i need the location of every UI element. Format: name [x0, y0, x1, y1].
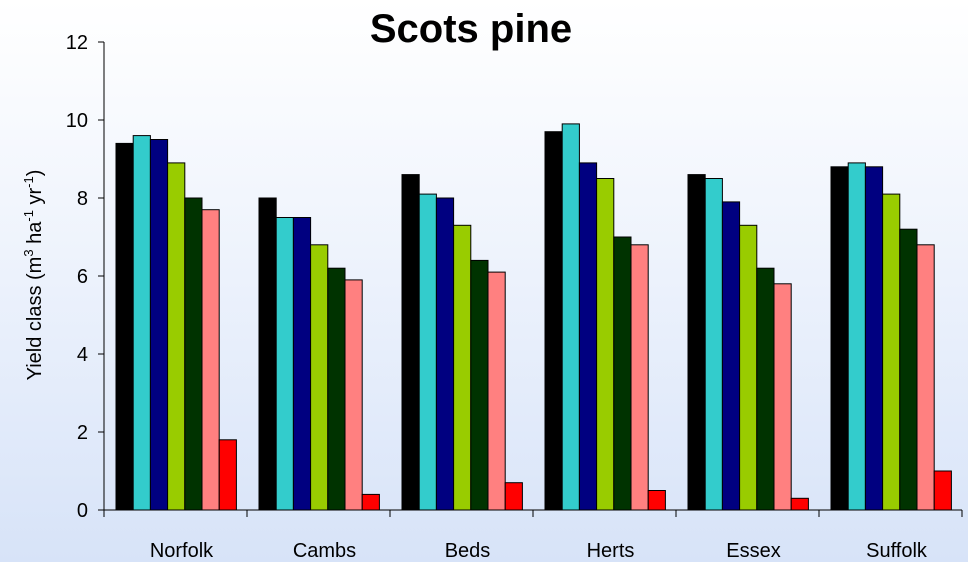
- bar-cambs-4: [310, 244, 329, 511]
- bar-beds-6: [487, 271, 506, 511]
- bar-norfolk-4: [167, 162, 186, 511]
- bar-beds-3: [435, 197, 455, 511]
- y-axis-label-sup: -1: [21, 176, 36, 188]
- y-axis-label-text: ha: [24, 221, 46, 250]
- x-tick-label-herts: Herts: [587, 540, 635, 562]
- axes-group: 0 2 4 6 8 10 12 Norfolk Cambs Beds Herts Essex Suffo…: [66, 32, 963, 562]
- bar-beds-4: [453, 224, 472, 511]
- bar-essex-1: [687, 174, 706, 511]
- bar-essex-7: [790, 497, 809, 511]
- bar-beds-1: [401, 174, 420, 511]
- bar-norfolk-3: [149, 139, 169, 511]
- bar-herts-7: [647, 490, 666, 511]
- y-tick-label: 10: [66, 110, 88, 132]
- bar-suffolk-7: [933, 470, 952, 511]
- bar-beds-7: [504, 482, 523, 511]
- bar-suffolk-3: [864, 166, 884, 511]
- bar-cambs-6: [344, 279, 363, 511]
- bar-norfolk-7: [218, 439, 237, 511]
- bar-herts-6: [630, 244, 649, 511]
- bar-suffolk-1: [830, 166, 849, 511]
- x-tick-label-suffolk: Suffolk: [866, 540, 928, 562]
- chart-title: Scots pine: [370, 7, 572, 51]
- bar-cambs-5: [327, 267, 346, 511]
- bar-essex-5: [756, 267, 775, 511]
- bar-herts-1: [544, 131, 563, 511]
- bar-herts-3: [578, 162, 598, 511]
- bar-cambs-1: [258, 197, 277, 511]
- y-axis-label: Yield class (m3 ha-1 yr-1): [21, 170, 46, 381]
- bar-essex-4: [739, 224, 758, 511]
- y-tick-label: 2: [77, 422, 88, 444]
- bar-norfolk-6: [201, 209, 220, 511]
- bar-essex-3: [721, 201, 741, 511]
- y-tick-label: 8: [77, 188, 88, 210]
- y-axis-label-sup: -1: [21, 210, 36, 222]
- bars-group: [115, 123, 952, 511]
- y-tick-label: 12: [66, 32, 88, 54]
- bar-essex-2: [704, 178, 723, 511]
- bar-norfolk-1: [115, 142, 134, 511]
- bar-essex-6: [773, 283, 792, 511]
- bar-beds-5: [470, 259, 489, 511]
- bar-herts-2: [561, 123, 580, 511]
- bar-beds-2: [418, 193, 437, 511]
- x-tick-label-cambs: Cambs: [293, 540, 356, 562]
- bar-suffolk-5: [899, 228, 918, 511]
- bar-suffolk-6: [916, 244, 935, 511]
- bar-cambs-7: [361, 493, 380, 511]
- bar-cambs-3: [292, 217, 312, 511]
- x-tick-label-essex: Essex: [726, 540, 780, 562]
- y-axis-label-text: yr: [24, 187, 46, 210]
- x-tick-label-norfolk: Norfolk: [150, 540, 214, 562]
- svg-text:Yield class (m3 ha-1 yr-1): Yield class (m3 ha-1 yr-1): [21, 170, 46, 381]
- bar-norfolk-2: [132, 135, 151, 511]
- bar-herts-5: [613, 236, 632, 511]
- x-tick-label-beds: Beds: [445, 540, 491, 562]
- y-tick-label: 6: [77, 266, 88, 288]
- bar-herts-4: [596, 178, 615, 511]
- y-axis-label-text: ): [24, 170, 46, 177]
- y-tick-label: 4: [77, 344, 88, 366]
- y-tick-label: 0: [77, 500, 88, 522]
- y-axis-label-sup: 3: [21, 249, 36, 256]
- bar-norfolk-5: [184, 197, 203, 511]
- bar-cambs-2: [275, 217, 294, 511]
- bar-suffolk-2: [847, 162, 866, 511]
- y-axis-label-text: Yield class (m: [24, 257, 46, 381]
- bar-suffolk-4: [882, 193, 901, 511]
